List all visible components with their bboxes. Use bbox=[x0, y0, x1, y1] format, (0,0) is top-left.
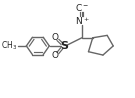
Text: CH$_3$: CH$_3$ bbox=[1, 40, 17, 52]
Text: S: S bbox=[60, 41, 68, 51]
Text: N$^+$: N$^+$ bbox=[75, 15, 90, 27]
Text: C$^-$: C$^-$ bbox=[75, 2, 90, 13]
Text: O: O bbox=[52, 33, 59, 42]
Text: O: O bbox=[52, 51, 59, 60]
